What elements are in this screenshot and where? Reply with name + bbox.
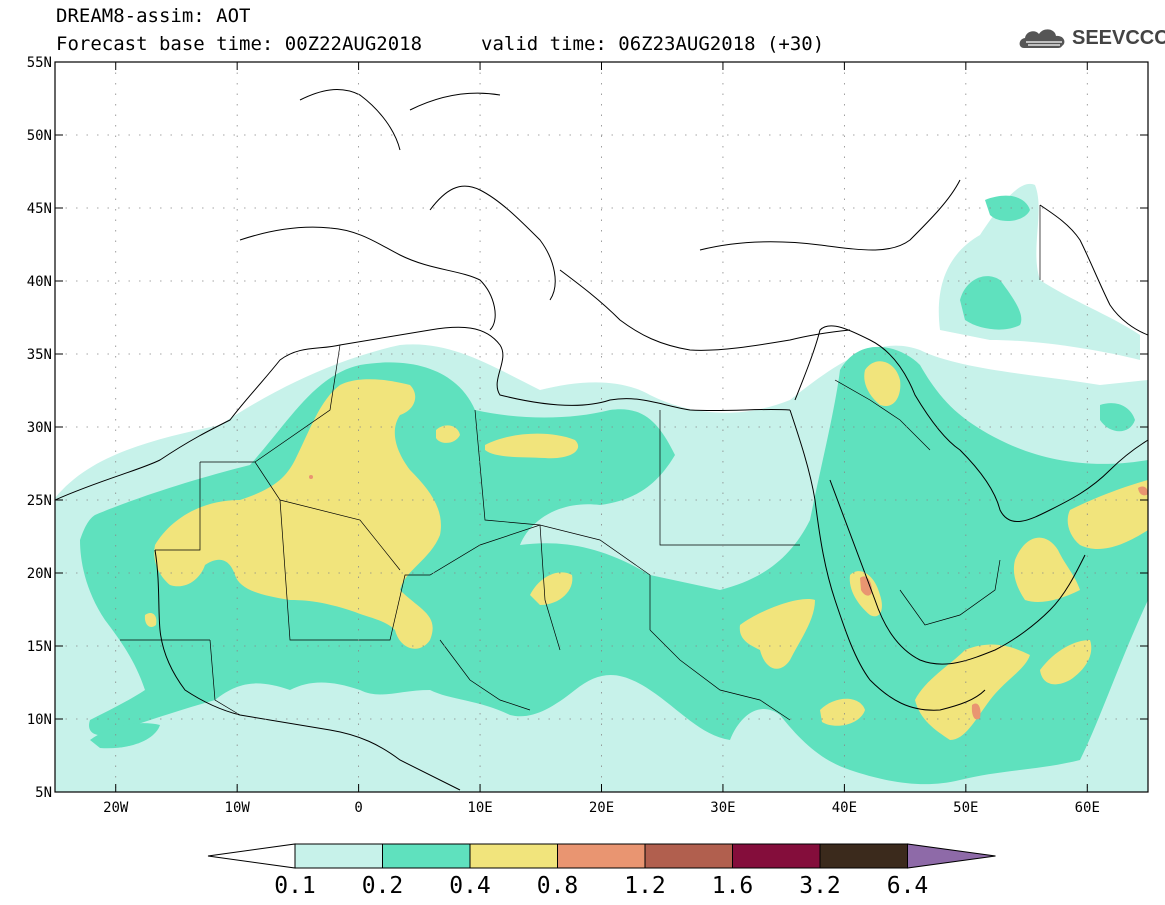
lat-tick-label: 45N	[27, 201, 52, 217]
aot-band-0.4	[530, 572, 573, 605]
graticule	[55, 62, 1148, 792]
lon-tick-label: 10W	[225, 800, 251, 816]
forecast-time-line: Forecast base time: 00Z22AUG2018 valid ti…	[56, 33, 824, 55]
lon-tick-label: 20E	[589, 800, 614, 816]
aot-band-0.4	[864, 361, 901, 406]
latitude-labels: 55N 50N 45N 40N 35N 30N 25N 20N 15N 10N 5N	[27, 55, 52, 801]
colorbar-level-label: 0.8	[537, 873, 579, 899]
aot-band-0.8	[971, 703, 981, 720]
aot-band-0.8	[309, 475, 313, 479]
lat-tick-label: 10N	[27, 712, 52, 728]
colorbar-box	[819, 843, 908, 869]
lat-tick-label: 15N	[27, 639, 52, 655]
aot-band-0.4	[1067, 480, 1148, 550]
colorbar-high-arrow	[907, 843, 996, 869]
colorbar-level-label: 0.1	[274, 873, 316, 899]
aot-band-0.4	[739, 599, 815, 669]
lon-tick-label: 60E	[1075, 800, 1100, 816]
lon-tick-label: 10E	[467, 800, 492, 816]
colorbar-level-label: 0.2	[362, 873, 404, 899]
colorbar-box	[469, 843, 558, 869]
colorbar-box	[382, 843, 471, 869]
colorbar-level-label: 0.4	[449, 873, 491, 899]
aot-band-0.2	[985, 195, 1030, 222]
colorbar-level-label: 6.4	[887, 873, 929, 899]
valid-time-label: valid time: 06Z23AUG2018 (+30)	[481, 33, 825, 55]
colorbar-level-label: 3.2	[799, 873, 841, 899]
aot-band-0.2	[90, 723, 160, 749]
cloud-logo-icon	[1019, 29, 1065, 48]
base-time-label: Forecast base time: 00Z22AUG2018	[56, 33, 423, 55]
colorbar-box	[557, 843, 646, 869]
seevccc-logo: SEEVCCC	[1018, 24, 1165, 54]
aot-band-0.4	[1040, 640, 1092, 685]
aot-band-0.4	[154, 379, 441, 649]
aot-band-0.4	[436, 425, 460, 443]
map-title: DREAM8-assim: AOT	[56, 5, 251, 27]
colorbar	[207, 843, 996, 869]
logo-text: SEEVCCC	[1072, 27, 1165, 49]
longitude-labels: 20W 10W 0 10E 20E 30E 40E 50E 60E	[103, 800, 1100, 816]
aot-band-0.4	[1013, 537, 1080, 602]
aot-band-0.8	[860, 576, 872, 596]
lat-tick-label: 30N	[27, 420, 52, 436]
aot-band-0.4	[485, 433, 579, 459]
lat-tick-label: 40N	[27, 274, 52, 290]
aot-field	[55, 183, 1148, 792]
lon-tick-label: 40E	[832, 800, 857, 816]
lon-tick-label: 20W	[103, 800, 129, 816]
lon-tick-label: 30E	[710, 800, 735, 816]
colorbar-box	[732, 843, 821, 869]
colorbar-low-arrow	[207, 843, 296, 869]
lat-tick-label: 20N	[27, 566, 52, 582]
colorbar-level-label: 1.2	[624, 873, 666, 899]
lon-tick-label: 0	[354, 800, 362, 816]
aot-band-0.4	[915, 644, 1030, 740]
lat-tick-label: 55N	[27, 55, 52, 71]
country-borders	[120, 205, 1041, 721]
colorbar-labels: 0.1 0.2 0.4 0.8 1.2 1.6 3.2 6.4	[274, 873, 928, 899]
lon-tick-label: 50E	[953, 800, 978, 816]
aot-band-0.8	[1138, 486, 1148, 496]
coastlines	[55, 89, 1148, 791]
aot-band-0.4	[144, 613, 157, 627]
axis-ticks	[55, 61, 1148, 793]
aot-band-0.2	[960, 276, 1022, 330]
colorbar-box	[294, 843, 383, 869]
lat-tick-label: 50N	[27, 128, 52, 144]
colorbar-level-label: 1.6	[712, 873, 754, 899]
lat-tick-label: 35N	[27, 347, 52, 363]
colorbar-box	[644, 843, 733, 869]
lat-tick-label: 25N	[27, 493, 52, 509]
aot-band-0.2	[1100, 403, 1135, 432]
lat-tick-label: 5N	[35, 785, 52, 801]
